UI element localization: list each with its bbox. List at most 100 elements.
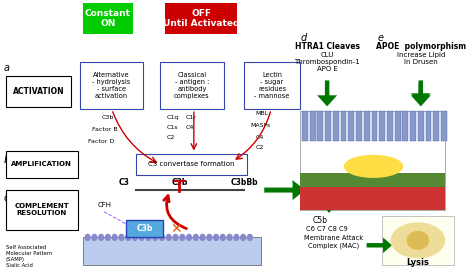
Ellipse shape (220, 235, 225, 240)
Text: C6 C7 C8 C9: C6 C7 C8 C9 (306, 226, 347, 232)
Text: C3b: C3b (171, 178, 188, 187)
Ellipse shape (146, 235, 151, 240)
Ellipse shape (133, 235, 137, 240)
Text: C1r: C1r (186, 115, 197, 120)
Bar (356, 111, 362, 141)
Bar (83, 237, 262, 265)
Bar (333, 111, 339, 141)
Text: C3bBbC3b
C5 Convertase: C3bBbC3b C5 Convertase (312, 184, 363, 197)
Bar (426, 111, 431, 141)
Bar (160, 62, 224, 109)
Ellipse shape (187, 235, 191, 240)
Bar (6, 151, 78, 178)
Bar (341, 111, 346, 141)
Text: C3 convertase formation: C3 convertase formation (148, 161, 235, 167)
Bar (300, 187, 445, 210)
Text: Factor B: Factor B (92, 127, 118, 132)
Text: C3: C3 (119, 178, 130, 187)
Bar (165, 3, 237, 34)
Ellipse shape (247, 235, 252, 240)
Text: a: a (4, 63, 9, 73)
Ellipse shape (234, 235, 239, 240)
Ellipse shape (227, 235, 232, 240)
Text: Constant
ON: Constant ON (85, 9, 131, 28)
Bar (325, 111, 331, 141)
Ellipse shape (345, 156, 402, 177)
Ellipse shape (92, 235, 97, 240)
Text: Classical
- antigen :
antibody
complexes: Classical - antigen : antibody complexes (174, 72, 210, 99)
Text: d: d (300, 33, 306, 43)
Text: Lectin
- sugar
residues
- mannose: Lectin - sugar residues - mannose (255, 72, 290, 99)
Ellipse shape (106, 235, 110, 240)
Bar (6, 76, 71, 107)
Ellipse shape (99, 235, 103, 240)
Ellipse shape (180, 235, 185, 240)
Ellipse shape (173, 235, 178, 240)
Ellipse shape (126, 235, 131, 240)
Text: Increase Lipid
In Drusen: Increase Lipid In Drusen (397, 52, 445, 65)
Bar (372, 111, 377, 141)
Bar (83, 3, 133, 34)
Bar (382, 216, 454, 265)
Bar (300, 111, 445, 210)
Ellipse shape (112, 235, 117, 240)
Ellipse shape (214, 235, 219, 240)
Text: Lysis: Lysis (407, 258, 429, 267)
Bar (379, 111, 385, 141)
Text: OFF
Until Activated: OFF Until Activated (163, 9, 239, 28)
Ellipse shape (392, 223, 445, 258)
Bar (387, 111, 393, 141)
Ellipse shape (407, 232, 428, 249)
Ellipse shape (85, 235, 90, 240)
Text: Factor D: Factor D (88, 139, 114, 144)
Ellipse shape (153, 235, 158, 240)
Bar (244, 62, 300, 109)
Text: HTRA1 Cleaves: HTRA1 Cleaves (295, 42, 360, 51)
Bar (318, 111, 323, 141)
Bar (402, 111, 408, 141)
Ellipse shape (193, 235, 198, 240)
Text: ACTIVATION: ACTIVATION (12, 87, 64, 96)
Text: Membrane Attack
Complex (MAC): Membrane Attack Complex (MAC) (304, 235, 363, 249)
Ellipse shape (207, 235, 212, 240)
Text: MASPs: MASPs (251, 123, 271, 128)
Bar (441, 111, 447, 141)
Bar (80, 62, 143, 109)
Text: CFH: CFH (97, 202, 111, 208)
Ellipse shape (166, 235, 171, 240)
Text: ✕: ✕ (171, 222, 182, 236)
Bar (300, 173, 445, 187)
Text: C3b: C3b (101, 115, 113, 120)
Bar (410, 111, 416, 141)
Bar (433, 111, 439, 141)
Text: CLU
Thrombospondin-1
APO E: CLU Thrombospondin-1 APO E (294, 52, 360, 72)
Bar (310, 111, 316, 141)
Bar (136, 153, 247, 175)
Text: Self Associated
Molecular Pattern
(SAMP)
Sialic Acid: Self Associated Molecular Pattern (SAMP)… (6, 245, 52, 268)
Bar (395, 111, 401, 141)
Text: AMPLIFICATION: AMPLIFICATION (11, 161, 72, 167)
Text: C4: C4 (186, 125, 194, 130)
Bar (364, 111, 370, 141)
Text: C4: C4 (255, 135, 264, 140)
Bar (126, 220, 163, 237)
Text: C1q: C1q (167, 115, 179, 120)
Ellipse shape (200, 235, 205, 240)
Text: C3bBb: C3bBb (230, 178, 258, 187)
Bar (302, 111, 308, 141)
Bar (418, 111, 424, 141)
Ellipse shape (241, 235, 246, 240)
Text: COMPLEMENT
RESOLUTION: COMPLEMENT RESOLUTION (14, 203, 69, 216)
Text: Alternative
- hydrolysis
- surface
activation: Alternative - hydrolysis - surface activ… (92, 72, 130, 99)
Text: b: b (4, 155, 10, 165)
Text: C1s: C1s (167, 125, 178, 130)
Text: MBL: MBL (255, 111, 269, 116)
Text: APOE  polymorphism: APOE polymorphism (376, 42, 466, 51)
Text: C5b: C5b (313, 216, 328, 225)
Ellipse shape (119, 235, 124, 240)
Text: e: e (377, 33, 383, 43)
Text: C3b: C3b (137, 224, 153, 233)
Bar (348, 111, 354, 141)
Ellipse shape (160, 235, 164, 240)
Text: C2: C2 (255, 145, 264, 150)
